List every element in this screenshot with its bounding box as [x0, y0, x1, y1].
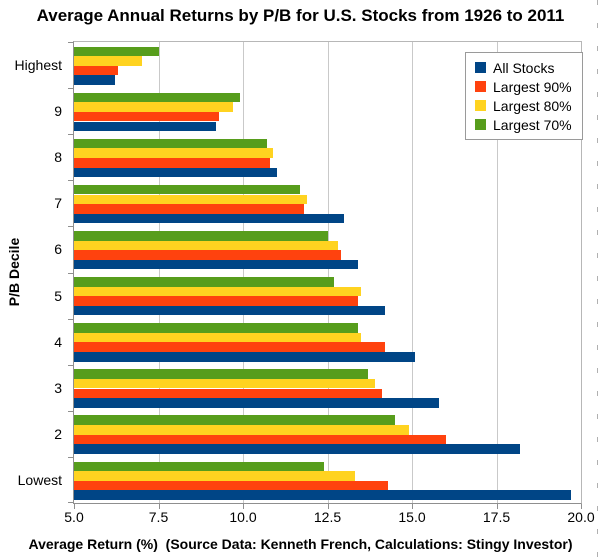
- category-label-9: 9: [54, 103, 62, 120]
- legend-item-largest-80: Largest 80%: [475, 96, 572, 115]
- y-axis-tick-mark: [68, 502, 73, 503]
- bar-4-largest-80: [74, 332, 362, 343]
- legend-label-all-stocks: All Stocks: [493, 59, 555, 76]
- legend-color-chip-largest-80: [475, 100, 486, 111]
- bar-3-largest-70: [74, 369, 369, 379]
- bar-5-largest-70: [74, 277, 335, 287]
- x-axis-title: Average Return (%) (Source Data: Kenneth…: [28, 536, 573, 552]
- x-axis-tick-mark: [243, 504, 244, 509]
- y-axis-tick-mark: [68, 410, 73, 412]
- legend-item-all-stocks: All Stocks: [475, 58, 572, 77]
- y-axis-tick-mark: [68, 226, 73, 228]
- legend: All Stocks Largest 90% Largest 80% Largest …: [465, 52, 583, 140]
- legend-label-largest-70: Largest 70%: [493, 116, 572, 133]
- y-axis-tick-mark: [68, 42, 73, 43]
- x-tick-label-17-5: 17.5: [482, 509, 511, 525]
- bar-7-all-stocks: [74, 213, 345, 224]
- chart-title: Average Annual Returns by P/B for U.S. S…: [36, 6, 565, 25]
- bar-3-largest-80: [74, 378, 375, 389]
- x-axis-tick-mark: [581, 504, 582, 509]
- right-edge-dashed-gridline: [597, 0, 598, 557]
- legend-label-largest-80: Largest 80%: [493, 97, 572, 114]
- bar-highest-largest-90: [74, 65, 118, 76]
- x-tick-label-7-5: 7.5: [148, 509, 169, 525]
- x-axis-tick-mark: [327, 504, 329, 509]
- x-axis-tick-mark: [412, 504, 413, 509]
- bar-6-largest-80: [74, 240, 338, 251]
- bar-8-largest-80: [74, 148, 274, 158]
- plot-area: All Stocks Largest 90% Largest 80% Largest …: [73, 41, 583, 504]
- bar-7-largest-70: [74, 184, 301, 195]
- bar-8-largest-70: [74, 138, 267, 149]
- legend-item-largest-70: Largest 70%: [475, 115, 572, 134]
- category-label-8: 8: [54, 149, 62, 166]
- bar-5-largest-90: [74, 296, 358, 306]
- category-label-3: 3: [54, 379, 62, 396]
- legend-label-largest-90: Largest 90%: [493, 78, 572, 95]
- bar-lowest-all-stocks: [74, 490, 571, 500]
- category-label-4: 4: [54, 333, 62, 350]
- x-tick-label-20-0: 20.0: [567, 509, 595, 525]
- bar-3-all-stocks: [74, 398, 440, 408]
- y-axis-tick-mark: [68, 88, 73, 90]
- bar-9-all-stocks: [74, 121, 216, 132]
- bar-highest-all-stocks: [74, 75, 115, 85]
- y-axis-tick-mark: [68, 318, 73, 320]
- bar-4-all-stocks: [74, 352, 416, 362]
- bar-8-largest-90: [74, 158, 271, 168]
- x-axis-tick-mark: [158, 504, 160, 509]
- bar-highest-largest-80: [74, 56, 142, 66]
- bar-5-largest-80: [74, 286, 362, 297]
- x-tick-label-15-0: 15.0: [398, 509, 426, 525]
- legend-color-chip-all-stocks: [475, 62, 486, 73]
- legend-color-chip-largest-90: [475, 81, 486, 92]
- y-axis-tick-mark: [68, 134, 73, 136]
- bar-lowest-largest-70: [74, 461, 325, 472]
- y-axis-tick-mark: [68, 364, 73, 366]
- bar-9-largest-80: [74, 102, 233, 112]
- bar-8-all-stocks: [74, 167, 277, 178]
- bar-6-largest-70: [74, 231, 328, 241]
- bar-2-largest-90: [74, 434, 446, 445]
- x-axis-tick-mark: [74, 504, 75, 509]
- category-label-lowest: Lowest: [17, 471, 62, 488]
- x-tick-label-12-5: 12.5: [313, 509, 342, 525]
- x-tick-label-5-0: 5.0: [64, 509, 84, 525]
- category-label-6: 6: [54, 241, 62, 258]
- bar-highest-largest-70: [74, 46, 159, 57]
- y-axis-tick-mark: [68, 180, 73, 182]
- bar-6-largest-90: [74, 250, 342, 260]
- bar-3-largest-90: [74, 388, 382, 399]
- gridline-10: [243, 42, 244, 503]
- bar-7-largest-80: [74, 194, 308, 205]
- gridline-15: [412, 42, 413, 503]
- bar-2-largest-70: [74, 415, 396, 425]
- legend-color-chip-largest-70: [475, 119, 486, 130]
- bar-2-all-stocks: [74, 444, 521, 454]
- bar-4-largest-70: [74, 323, 358, 333]
- bar-9-largest-90: [74, 111, 220, 122]
- bar-lowest-largest-80: [74, 471, 355, 481]
- gridline-17-5: [496, 42, 498, 503]
- bar-5-all-stocks: [74, 305, 385, 316]
- bar-7-largest-90: [74, 204, 304, 214]
- category-label-highest: Highest: [14, 57, 62, 73]
- x-tick-label-10-0: 10.0: [229, 509, 257, 525]
- y-axis-tick-mark: [68, 456, 73, 458]
- bar-6-all-stocks: [74, 259, 358, 270]
- legend-item-largest-90: Largest 90%: [475, 77, 572, 96]
- gridline-7-5: [158, 42, 160, 503]
- bar-9-largest-70: [74, 92, 240, 103]
- category-label-7: 7: [54, 195, 62, 212]
- bar-4-largest-90: [74, 342, 385, 352]
- category-label-5: 5: [54, 287, 62, 304]
- gridline-12-5: [327, 42, 329, 503]
- y-axis-tick-mark: [68, 272, 73, 274]
- x-axis-tick-mark: [496, 504, 498, 509]
- bar-2-largest-80: [74, 425, 409, 435]
- bar-lowest-largest-90: [74, 480, 389, 491]
- category-label-2: 2: [54, 425, 62, 442]
